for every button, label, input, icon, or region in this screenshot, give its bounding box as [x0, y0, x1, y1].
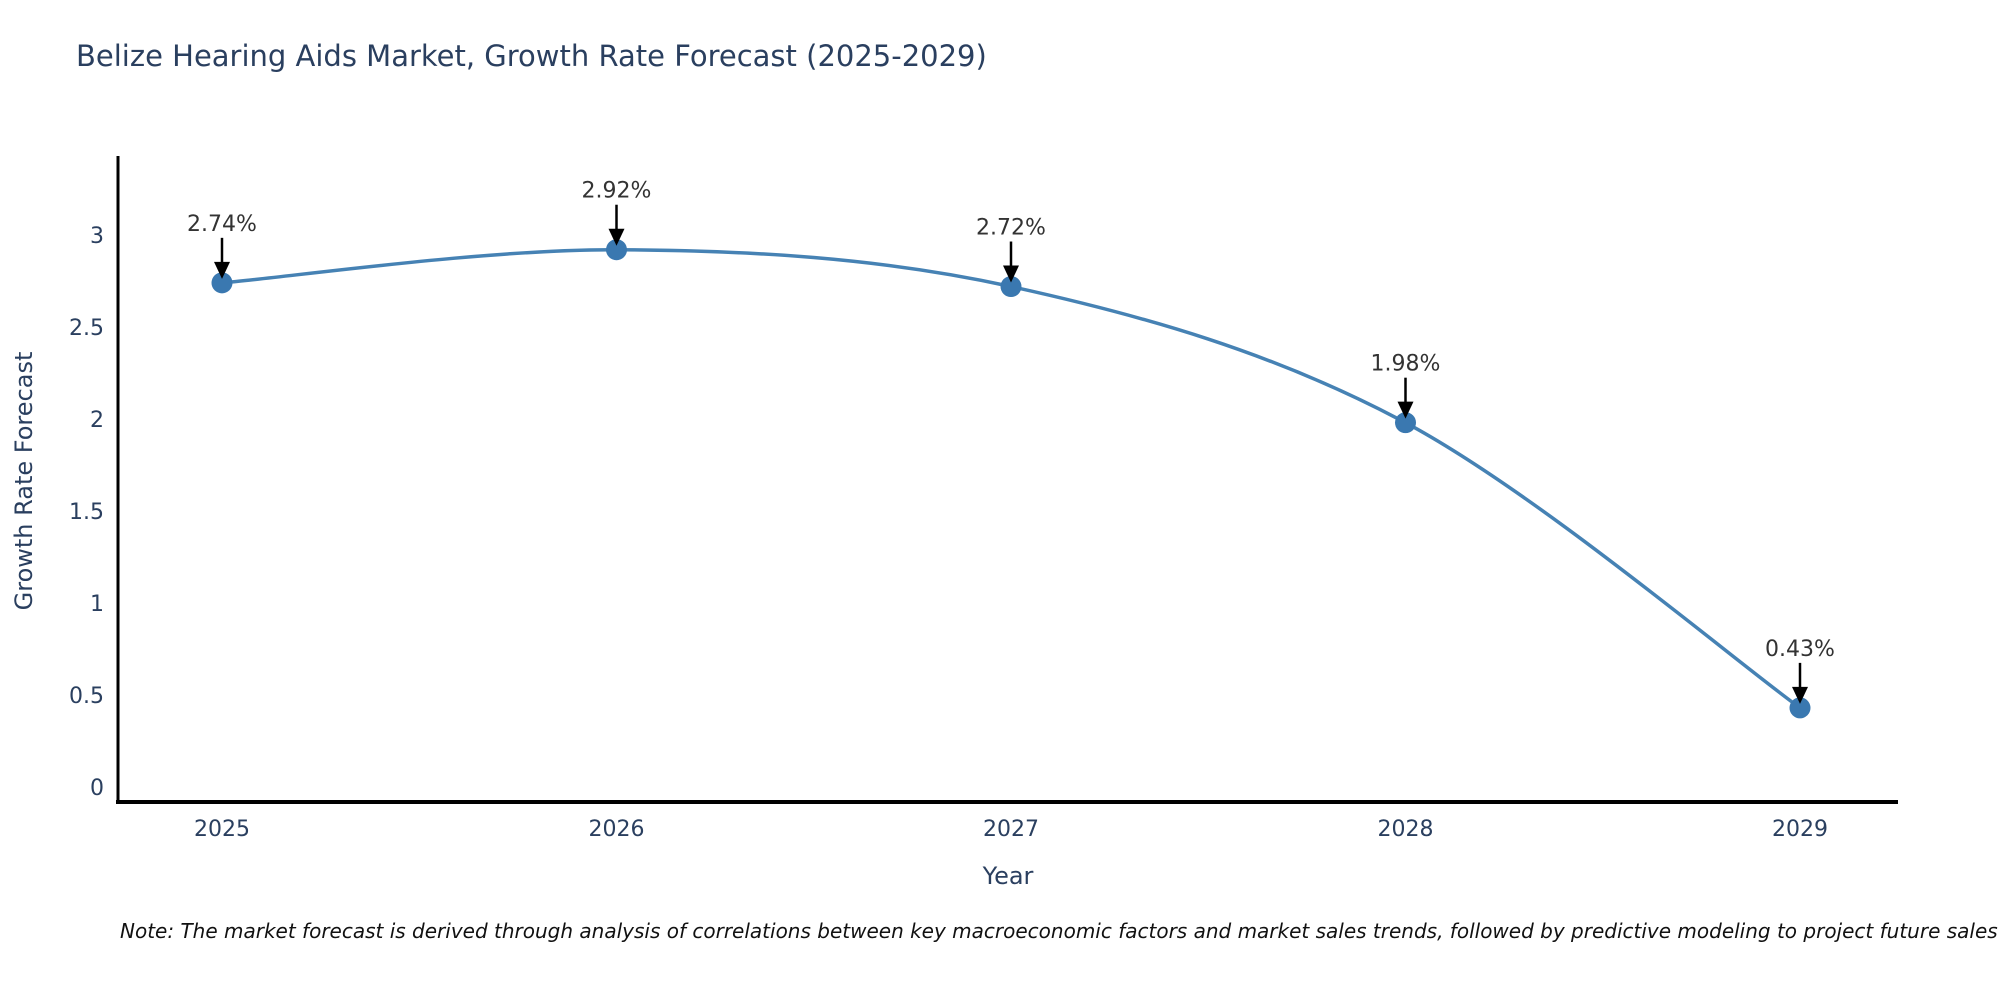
- y-tick-label: 2.5: [69, 316, 104, 341]
- annotation-arrowhead: [214, 261, 230, 279]
- x-tick-label: 2027: [983, 817, 1039, 842]
- annotation-label: 2.74%: [187, 212, 257, 237]
- plot-area[interactable]: 0 0.5 1 1.5 2 2.5 3 2025 2026 2027 2028 2029 2.74% 2.…: [69, 156, 1898, 842]
- data-point-marker[interactable]: [1000, 276, 1022, 298]
- y-tick-label: 1: [90, 592, 104, 617]
- data-point-marker[interactable]: [1789, 697, 1811, 719]
- plot-drag-region[interactable]: [118, 156, 1898, 802]
- annotation-arrowhead: [1003, 265, 1019, 283]
- x-tick-label: 2026: [589, 817, 645, 842]
- annotation-arrowhead: [1397, 401, 1414, 419]
- y-tick-label: 0.5: [69, 684, 104, 709]
- y-tick-label: 2: [90, 408, 104, 433]
- y-axis-title: Growth Rate Forecast: [10, 352, 38, 611]
- x-tick-label: 2028: [1378, 817, 1434, 842]
- annotation-label: 2.92%: [582, 179, 652, 204]
- x-axis-title: Year: [982, 862, 1034, 890]
- y-tick-label: 1.5: [69, 500, 104, 525]
- data-point-marker[interactable]: [211, 272, 233, 294]
- annotation-arrowhead: [1792, 686, 1808, 704]
- y-tick-label: 3: [90, 224, 104, 249]
- x-tick-label: 2025: [194, 817, 250, 842]
- y-tick-label: 0: [90, 776, 104, 801]
- x-tick-label: 2029: [1772, 817, 1828, 842]
- annotation-label: 1.98%: [1371, 352, 1441, 377]
- data-point-marker[interactable]: [1395, 412, 1416, 434]
- data-point-marker[interactable]: [606, 239, 627, 261]
- annotation-label: 2.72%: [976, 216, 1046, 241]
- annotation-arrowhead: [608, 228, 625, 246]
- series-line: [221, 247, 1802, 710]
- footnote: Note: The market forecast is derived thr…: [120, 919, 1998, 943]
- annotation-label: 0.43%: [1765, 637, 1835, 662]
- chart-title: Belize Hearing Aids Market, Growth Rate …: [76, 39, 987, 73]
